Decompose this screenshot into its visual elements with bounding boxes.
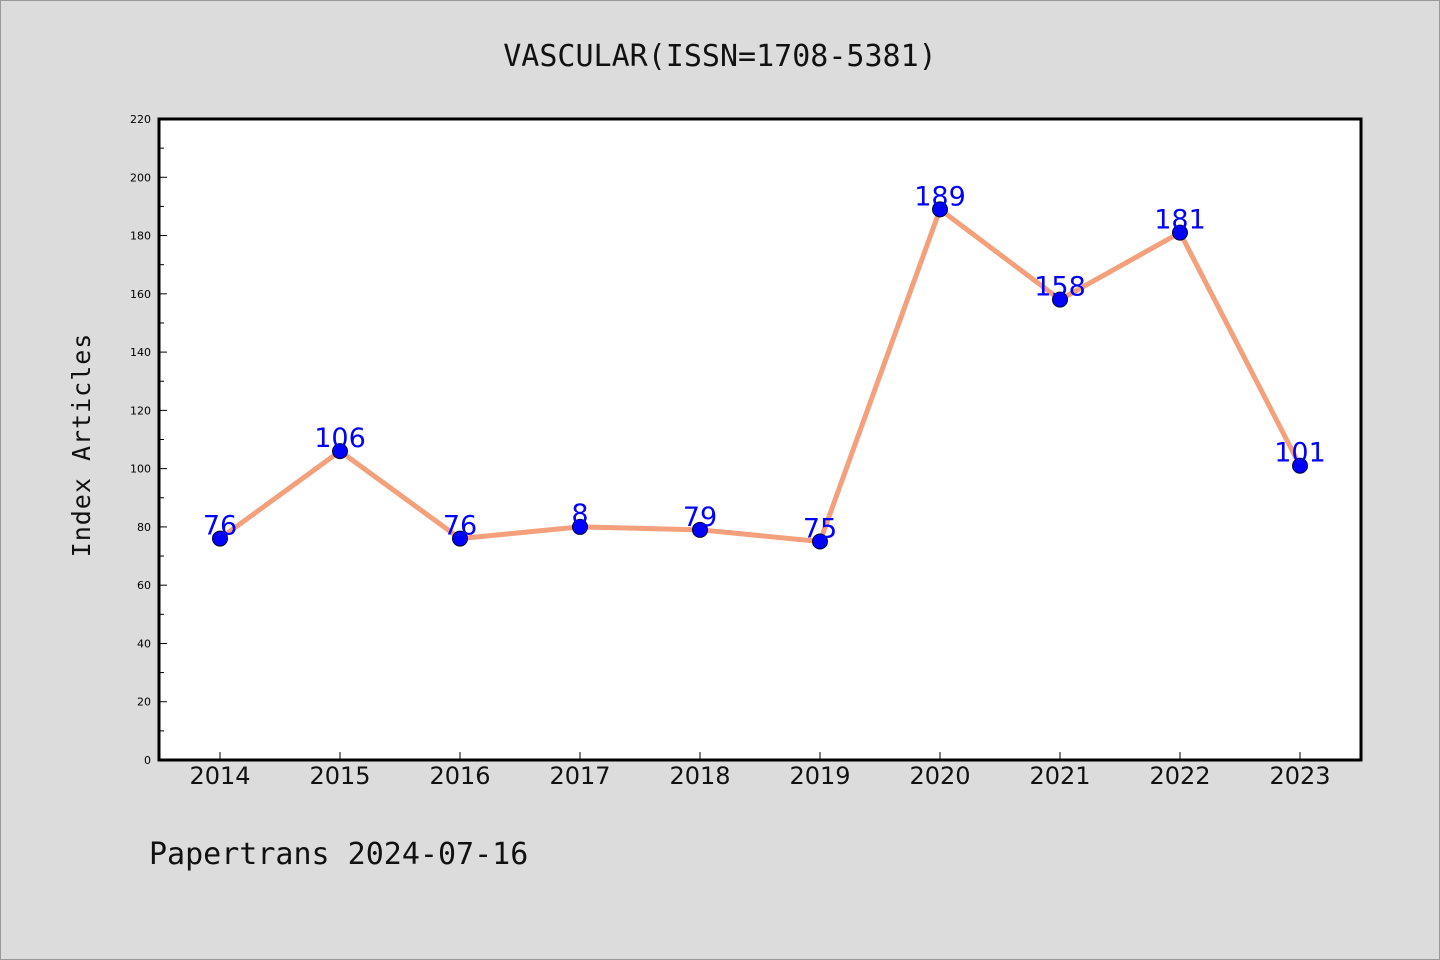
data-label: 181 — [1154, 205, 1206, 236]
x-axis-ticks: 2014 2015 2016 2017 2018 2019 2020 2021 2022 2023 — [189, 752, 1331, 790]
x-tick-label: 2017 — [549, 762, 610, 790]
chart-title: VASCULAR(ISSN=1708-5381) — [503, 39, 936, 74]
data-label: 106 — [314, 423, 366, 454]
x-tick-label: 2014 — [189, 762, 250, 790]
data-markers — [212, 201, 1308, 550]
data-label: 158 — [1034, 272, 1086, 303]
y-tick-label: 40 — [137, 637, 151, 650]
data-label: 76 — [203, 511, 237, 542]
data-label: 101 — [1274, 438, 1326, 469]
data-label: 189 — [914, 181, 966, 212]
data-point — [332, 443, 348, 460]
x-tick-label: 2015 — [309, 762, 370, 790]
x-tick-label: 2023 — [1269, 762, 1330, 790]
data-point — [1292, 457, 1308, 474]
data-point — [212, 530, 228, 547]
data-labels: 76 106 76 8 79 75 189 158 181 101 — [203, 181, 1326, 544]
data-point — [572, 518, 588, 535]
x-tick-label: 2021 — [1029, 762, 1090, 790]
x-tick-label: 2022 — [1149, 762, 1210, 790]
data-point — [932, 201, 948, 218]
plot-frame — [157, 117, 1363, 762]
y-tick-label: 220 — [130, 113, 151, 126]
data-label: 75 — [803, 513, 837, 544]
data-point — [1052, 291, 1068, 308]
series-line — [217, 206, 1303, 544]
y-tick-label: 100 — [130, 463, 151, 476]
y-tick-label: 80 — [137, 521, 151, 534]
x-tick-label: 2019 — [789, 762, 850, 790]
y-tick-label: 160 — [130, 288, 151, 301]
y-tick-label: 20 — [137, 696, 151, 709]
data-point — [812, 533, 828, 550]
plot-area — [159, 119, 1361, 760]
y-tick-label: 180 — [130, 230, 151, 243]
y-axis-ticks: 0 20 40 60 80 100 120 140 160 180 200 220 — [130, 113, 167, 767]
y-axis-label: Index Articles — [67, 333, 96, 558]
series-polyline — [217, 206, 1303, 544]
data-point — [1172, 224, 1188, 241]
data-label: 8 — [571, 499, 588, 530]
x-tick-label: 2016 — [429, 762, 490, 790]
y-tick-label: 140 — [130, 346, 151, 359]
y-tick-label: 200 — [130, 171, 151, 184]
y-tick-label: 60 — [137, 579, 151, 592]
data-label: 76 — [443, 511, 477, 542]
data-point — [452, 530, 468, 547]
x-tick-label: 2018 — [669, 762, 730, 790]
data-point — [692, 521, 708, 538]
y-tick-label: 120 — [130, 404, 151, 417]
y-tick-label: 0 — [144, 754, 151, 767]
footer-text: Papertrans 2024-07-16 — [149, 837, 528, 872]
data-label: 79 — [683, 502, 717, 533]
x-tick-label: 2020 — [909, 762, 970, 790]
